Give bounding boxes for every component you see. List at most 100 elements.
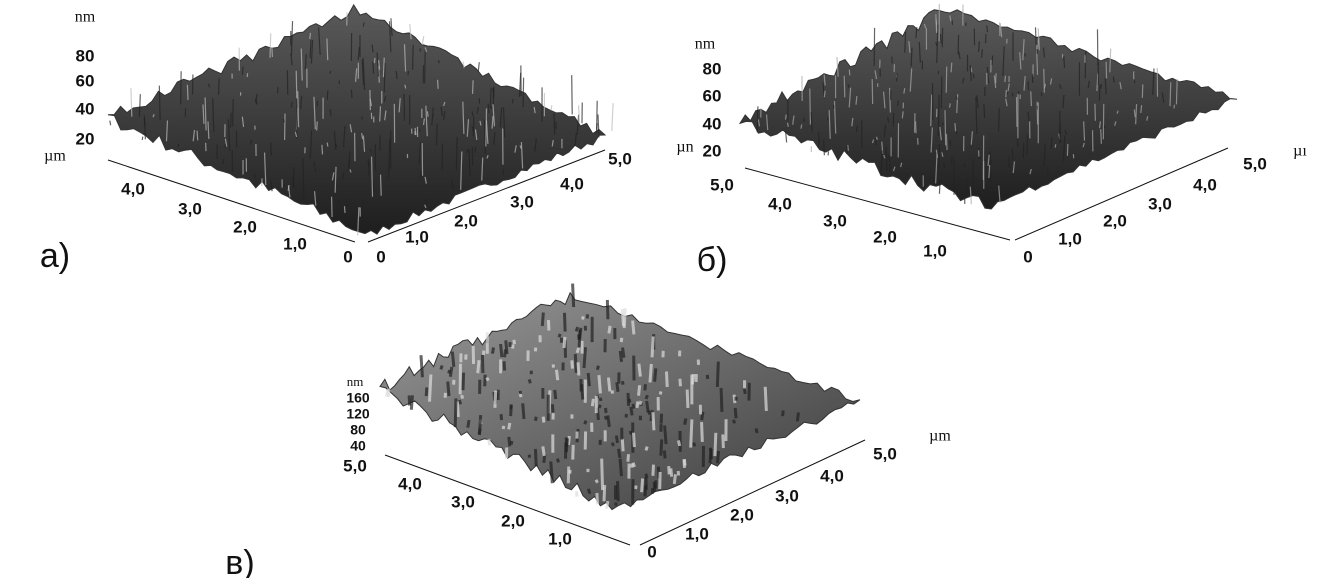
surface-spike — [612, 443, 613, 446]
surface-spike — [478, 62, 479, 72]
right-tick-label: 4,0 — [560, 174, 584, 193]
surface-spike — [622, 381, 623, 385]
z-unit: nm — [347, 374, 364, 389]
surface-spike — [421, 171, 422, 178]
surface-spike — [504, 361, 505, 370]
surface-spike — [633, 321, 634, 335]
surface-spike — [564, 313, 565, 332]
surface-spike — [577, 348, 578, 353]
surface-spike — [327, 90, 328, 100]
surface-spike — [989, 165, 990, 178]
surface-spike — [1044, 69, 1045, 93]
surface-spike — [1005, 76, 1006, 82]
surface-spike — [463, 373, 464, 391]
surface-spike — [1012, 149, 1013, 159]
surface — [740, 10, 1237, 209]
surface-spike — [512, 99, 513, 103]
panel-label: в) — [225, 544, 254, 578]
surface-spike — [973, 74, 974, 78]
surface-spike — [652, 336, 653, 357]
surface-spike — [1051, 137, 1052, 149]
surface-spike — [645, 384, 646, 390]
right-tick-label: 5,0 — [873, 444, 897, 463]
surface-spike — [380, 106, 381, 121]
z-tick-label: 60 — [703, 86, 722, 105]
right-tick-label: 2,0 — [1103, 211, 1127, 230]
left-tick-label: 4,0 — [121, 179, 145, 198]
z-tick-label: 20 — [703, 141, 722, 160]
surface-spike — [674, 474, 675, 484]
surface-spike — [1048, 169, 1049, 174]
surface-spike — [936, 14, 937, 33]
surface-spike — [305, 54, 306, 69]
surface-spike — [233, 99, 234, 126]
panel-label: а) — [40, 237, 70, 275]
surface-spike — [685, 418, 686, 424]
surface-spike — [452, 352, 453, 367]
surface-spike — [422, 36, 423, 45]
left-unit: µn — [676, 139, 693, 156]
surface-spike — [404, 94, 405, 121]
left-tick-label: 0 — [343, 247, 352, 266]
surface-spike — [665, 426, 666, 445]
z-unit: nm — [695, 36, 716, 53]
left-tick-label: 4,0 — [398, 474, 422, 493]
surface-spike — [765, 387, 766, 411]
surface-spike — [1170, 82, 1171, 106]
figure: nm80604020µm4,03,02,01,0001,02,03,04,05,… — [0, 0, 1319, 578]
surface-spike — [607, 501, 608, 508]
surface-spike — [941, 76, 942, 108]
surface-spike — [588, 489, 589, 494]
left-tick-label: 2,0 — [233, 217, 257, 236]
surface-spike — [691, 419, 692, 447]
surface-spike — [556, 370, 557, 380]
surface-spike — [608, 415, 609, 426]
surface-spike — [459, 400, 460, 404]
surface-spike — [996, 73, 997, 83]
surface-spike — [949, 103, 950, 107]
surface-spike — [797, 412, 798, 421]
surface — [380, 293, 860, 510]
surface-spike — [666, 371, 667, 386]
surface-spike — [270, 33, 271, 58]
surface-spike — [396, 71, 397, 79]
surface-spike — [452, 180, 453, 188]
surface-spike — [543, 446, 544, 456]
surface-spike — [455, 398, 456, 427]
surface-spike — [636, 486, 637, 489]
left-tick-label: 3,0 — [178, 199, 202, 218]
z-tick-label: 80 — [350, 422, 366, 438]
surface-spike — [735, 408, 736, 418]
surface-spike — [955, 123, 956, 131]
surface-spike — [633, 433, 634, 447]
surface-spike — [575, 354, 576, 373]
surface-spike — [411, 395, 412, 409]
right-tick-label: 5,0 — [608, 149, 632, 168]
surface-spike — [733, 420, 734, 423]
surface-spike — [559, 334, 560, 337]
surface-spike — [939, 180, 940, 194]
surface-spike — [824, 91, 825, 98]
surface-spike — [492, 347, 493, 353]
surface-spike — [438, 60, 439, 63]
surface-spike — [585, 421, 586, 425]
surface-spike — [637, 401, 638, 407]
right-tick-label: 2,0 — [454, 211, 478, 230]
surface-spike — [596, 480, 597, 483]
surface-spike — [487, 378, 488, 381]
surface-spike — [661, 414, 662, 424]
surface-spike — [159, 86, 160, 120]
surface-spike — [951, 63, 952, 73]
surface-spike — [493, 87, 494, 91]
surface-spike — [374, 58, 375, 63]
surface-spike — [631, 407, 632, 416]
surface-spike — [684, 459, 685, 468]
left-tick-label: 2,0 — [873, 227, 897, 246]
surface-spike — [723, 434, 724, 448]
surface-spike — [939, 144, 940, 168]
surface-spike — [1006, 90, 1007, 97]
surface-spike — [694, 443, 695, 447]
surface-spike — [187, 85, 188, 100]
surface-spike — [554, 113, 555, 134]
surface-spike — [902, 111, 903, 118]
